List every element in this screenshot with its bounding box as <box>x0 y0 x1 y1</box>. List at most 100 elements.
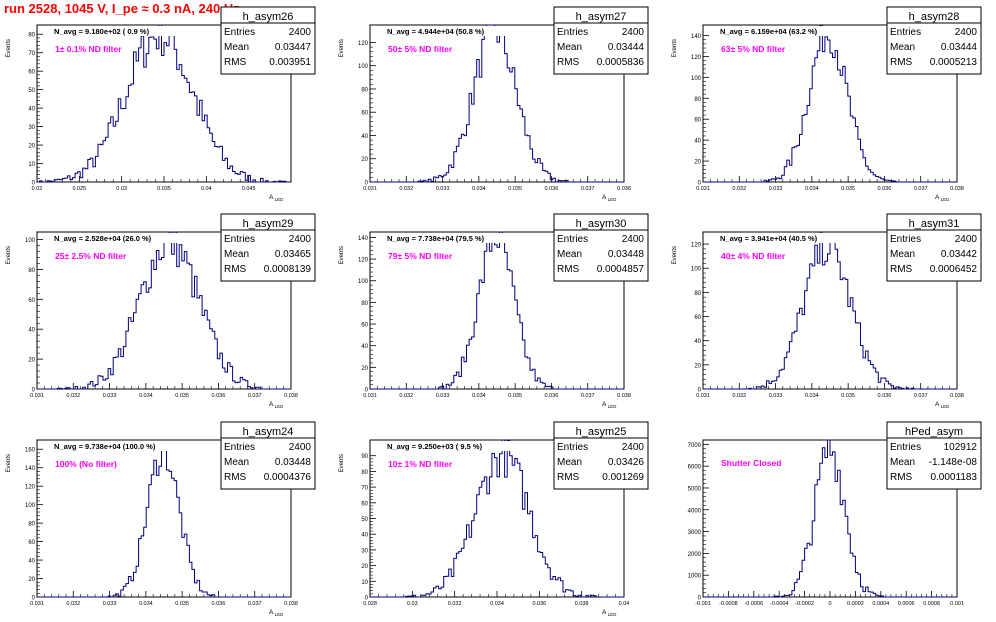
stats-entries-value: 102912 <box>944 442 978 453</box>
y-tick-label: 0 <box>698 596 702 602</box>
y-tick-label: 20 <box>361 157 368 163</box>
x-tick-label: 0.033 <box>769 393 783 399</box>
filter-label: 1± 0.1% ND filter <box>55 44 122 54</box>
y-tick-label: 80 <box>361 470 368 476</box>
navg-label: N_avg = 9.738e+04 (100.0 %) <box>54 442 156 451</box>
stats-rms-label: RMS <box>557 57 580 68</box>
x-tick-label: 0.031 <box>696 186 710 192</box>
stats-box <box>886 213 982 282</box>
y-tick-label: 140 <box>358 236 369 242</box>
navg-label: N_avg = 9.250e+03 ( 9.5 %) <box>387 442 483 451</box>
x-tick-label: -0.0008 <box>719 601 738 607</box>
stats-entries-value: 2400 <box>622 27 645 38</box>
stats-mean-label: Mean <box>224 249 249 260</box>
y-tick-label: 60 <box>361 111 368 117</box>
x-tick-label: 0.036 <box>532 601 546 607</box>
histogram-title: h_asym30 <box>576 218 627 230</box>
y-tick-label: 0 <box>32 181 36 187</box>
x-tick-label: 0.035 <box>157 186 171 192</box>
y-tick-label: 50 <box>361 517 368 523</box>
x-axis-title: A LED <box>269 609 284 617</box>
y-tick-label: 20 <box>28 358 35 364</box>
x-tick-label: 0.033 <box>103 393 117 399</box>
y-tick-label: 0 <box>365 388 369 394</box>
stats-rms-value: 0.0005836 <box>597 57 645 68</box>
y-tick-label: 60 <box>361 323 368 329</box>
x-tick-label: 0.037 <box>914 186 928 192</box>
histogram-series <box>37 231 291 390</box>
plot-frame <box>702 24 958 183</box>
x-tick-label: 0.038 <box>950 393 964 399</box>
plot-frame <box>369 231 625 390</box>
x-tick-label: -0.0002 <box>795 601 814 607</box>
x-tick-label: 0.036 <box>545 186 559 192</box>
stats-entries-label: Entries <box>557 442 588 453</box>
plot-frame <box>369 24 625 183</box>
stats-rms-value: 0.001269 <box>602 472 644 483</box>
x-axis-title-subscript: LED <box>273 612 284 617</box>
stats-entries-label: Entries <box>557 234 588 245</box>
plot-frame <box>702 231 958 390</box>
x-tick-label: 0.034 <box>472 186 486 192</box>
stats-entries-value: 2400 <box>289 442 312 453</box>
x-axis-title: A LED <box>602 609 617 617</box>
y-tick-label: 80 <box>361 87 368 93</box>
histogram-title: h_asym29 <box>243 218 294 230</box>
stats-rms-value: 0.0001183 <box>930 472 977 483</box>
stats-mean-label: Mean <box>557 42 582 53</box>
x-tick-label: 0.04 <box>619 601 630 607</box>
stats-rms-label: RMS <box>890 472 913 483</box>
y-tick-label: 20 <box>694 160 701 166</box>
y-tick-label: 80 <box>28 268 35 274</box>
y-axis-title: Events <box>339 246 345 264</box>
x-tick-label: 0.034 <box>139 601 153 607</box>
y-tick-label: 30 <box>361 548 368 554</box>
histogram-series <box>370 231 624 390</box>
y-tick-label: 100 <box>358 64 369 70</box>
y-tick-label: 0 <box>365 181 369 187</box>
stats-mean-label: Mean <box>224 42 249 53</box>
x-axis-title-subscript: LED <box>273 404 284 409</box>
y-tick-label: 60 <box>28 70 35 76</box>
histogram-title: h_asym24 <box>243 426 294 438</box>
x-tick-label: 0.035 <box>841 393 855 399</box>
filter-label: 100% (No filter) <box>55 459 117 469</box>
x-tick-label: 0.038 <box>617 186 631 192</box>
x-axis-title-subscript: LED <box>273 197 284 202</box>
y-tick-label: 40 <box>361 134 368 140</box>
navg-background <box>384 26 512 36</box>
y-tick-label: 60 <box>28 298 35 304</box>
plot-frame <box>36 439 292 598</box>
x-tick-label: 0.036 <box>212 393 226 399</box>
y-tick-label: 20 <box>694 363 701 369</box>
x-axis-title: A LED <box>269 194 284 202</box>
navg-label: N_avg = 6.159e+04 (63.2 %) <box>720 27 818 36</box>
stats-box <box>886 6 982 75</box>
filter-label: Shutter Closed <box>721 458 781 468</box>
stats-rms-label: RMS <box>224 472 247 483</box>
y-tick-label: 120 <box>358 41 369 47</box>
stats-entries-label: Entries <box>890 27 921 38</box>
histogram-title: h_asym26 <box>243 11 294 23</box>
stats-entries-value: 2400 <box>955 234 978 245</box>
x-axis-title-subscript: LED <box>939 404 950 409</box>
histogram-title: h_asym25 <box>576 426 627 438</box>
y-tick-label: 0 <box>698 388 702 394</box>
plot-frame <box>36 231 292 390</box>
y-tick-label: 40 <box>28 328 35 334</box>
y-tick-label: 0 <box>32 596 36 602</box>
filter-label: 63± 5% ND filter <box>721 44 786 54</box>
x-tick-label: 0.032 <box>732 393 746 399</box>
y-tick-label: 2000 <box>688 552 702 558</box>
navg-background <box>51 26 179 36</box>
histogram-panel-h_asym24: 0 20 40 60 80 100 120 140 160 0.031 0.032 0.033 0.03… <box>6 421 316 617</box>
stats-mean-value: 0.03465 <box>275 249 312 260</box>
y-tick-label: 20 <box>28 577 35 583</box>
y-tick-label: 60 <box>361 501 368 507</box>
y-tick-label: 60 <box>694 118 701 124</box>
y-tick-label: 30 <box>28 125 35 131</box>
stats-entries-value: 2400 <box>289 27 312 38</box>
stats-entries-label: Entries <box>890 234 921 245</box>
x-tick-label: 0.035 <box>175 601 189 607</box>
y-tick-label: 20 <box>361 366 368 372</box>
